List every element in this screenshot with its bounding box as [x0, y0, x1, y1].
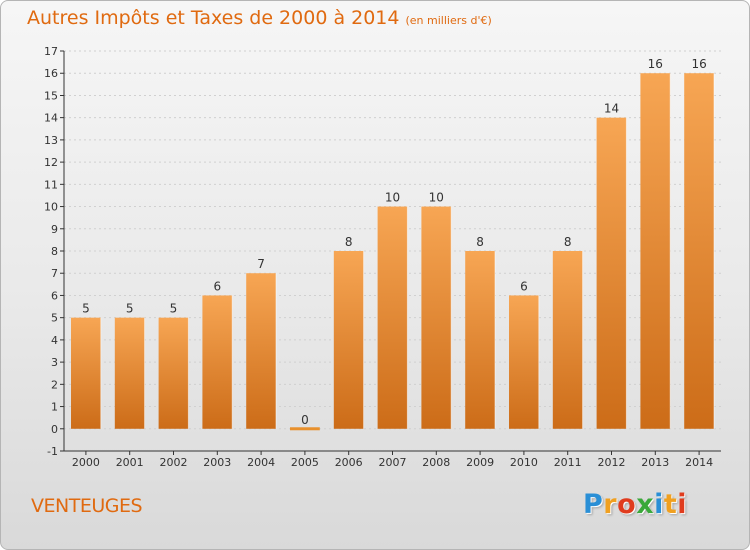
bar [202, 295, 233, 429]
y-tick-label: 4 [51, 334, 58, 347]
x-tick-label: 2000 [72, 456, 100, 469]
y-tick-label: 12 [44, 156, 58, 169]
data-label: 6 [213, 279, 221, 293]
data-labels: 5 5 5 6 7 0 8 10 10 8 6 8 14 16 16 [82, 57, 707, 427]
data-label: 10 [385, 191, 400, 205]
data-label: 7 [257, 257, 265, 271]
chart-title-text: Autres Impôts et Taxes de 2000 à 2014 [27, 7, 400, 29]
chart-title: Autres Impôts et Taxes de 2000 à 2014 (en… [27, 7, 492, 29]
logo-letter: i [677, 489, 688, 520]
bar [246, 273, 276, 429]
logo-letter: r [603, 489, 618, 520]
bar [465, 251, 495, 429]
x-tick-label: 2014 [685, 456, 713, 469]
y-tick-label: 1 [51, 401, 58, 414]
x-tick-label: 2009 [466, 456, 494, 469]
y-tick-label: -1 [47, 445, 58, 458]
logo-letter: x [636, 489, 655, 520]
y-tick-label: 16 [44, 67, 58, 80]
y-tick-label: 14 [44, 112, 58, 125]
x-tick-label: 2007 [379, 456, 407, 469]
data-label: 5 [126, 302, 134, 316]
y-tick-label: 9 [51, 223, 58, 236]
x-tick-label: 2012 [598, 456, 626, 469]
x-tick-label: 2010 [510, 456, 538, 469]
bar [552, 251, 583, 429]
y-tick-label: 5 [51, 312, 58, 325]
data-label: 8 [476, 235, 484, 249]
logo-letter: P [583, 489, 604, 520]
data-label: 5 [170, 302, 178, 316]
bar [71, 317, 101, 429]
logo-letter: i [654, 489, 664, 520]
x-tick-label: 2003 [203, 456, 231, 469]
x-tick-label: 2013 [641, 456, 669, 469]
y-tick-label: 0 [51, 423, 58, 436]
y-tick-label: 10 [44, 201, 58, 214]
x-tick-label: 2008 [422, 456, 450, 469]
bars [71, 73, 715, 431]
bar [114, 317, 145, 429]
x-tick-label: 2004 [247, 456, 275, 469]
x-tick-label: 2006 [335, 456, 363, 469]
data-label: 14 [604, 102, 619, 116]
data-label: 5 [82, 302, 90, 316]
bar [158, 317, 189, 429]
commune-name: VENTEUGES [31, 495, 143, 517]
logo-letter: t [663, 489, 678, 520]
y-tick-label: 3 [51, 356, 58, 369]
y-tick-label: 6 [51, 289, 58, 302]
proxiti-logo[interactable]: Proxiti [583, 489, 687, 520]
y-tick-label: 7 [51, 267, 58, 280]
bar [596, 117, 627, 429]
data-label: 8 [345, 235, 353, 249]
data-label: 10 [429, 191, 444, 205]
logo-letter: o [617, 489, 637, 520]
data-label: 8 [564, 235, 572, 249]
data-label: 16 [691, 57, 706, 71]
x-tick-label: 2005 [291, 456, 319, 469]
bar [333, 251, 364, 429]
bar [421, 206, 452, 429]
data-label: 0 [301, 413, 309, 427]
y-tick-label: 15 [44, 89, 58, 102]
y-tick-label: 13 [44, 134, 58, 147]
bar [509, 295, 539, 429]
bar [290, 427, 320, 431]
x-tick-label: 2001 [116, 456, 144, 469]
y-tick-label: 8 [51, 245, 58, 258]
y-tick-label: 11 [44, 178, 58, 191]
bar [640, 73, 671, 429]
x-tick-label: 2011 [554, 456, 582, 469]
y-tick-label: 2 [51, 378, 58, 391]
y-tick-label: 17 [44, 45, 58, 58]
chart-unit: (en milliers d'€) [405, 14, 492, 27]
data-label: 16 [648, 57, 663, 71]
bar [377, 206, 408, 429]
bar [684, 73, 714, 429]
x-tick-label: 2002 [160, 456, 188, 469]
data-label: 6 [520, 279, 528, 293]
